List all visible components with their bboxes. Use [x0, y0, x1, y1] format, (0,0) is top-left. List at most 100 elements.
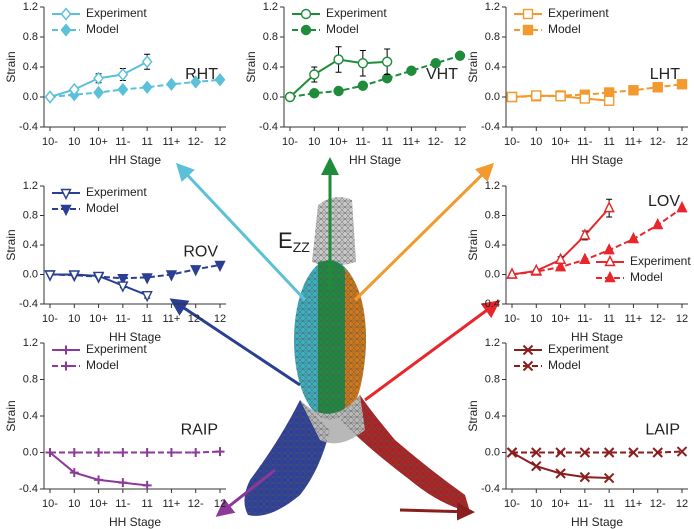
- x-tick-label: 10+: [329, 136, 348, 148]
- y-tick-label: 0.8: [485, 209, 500, 221]
- marker: [93, 71, 104, 85]
- x-axis-label: HH Stage: [109, 153, 161, 167]
- x-tick-label: 12-: [650, 136, 666, 148]
- y-tick-label: 0.0: [485, 91, 500, 103]
- legend-label: Experiment: [548, 342, 609, 356]
- x-tick-label: 11: [603, 136, 614, 148]
- marker: [68, 270, 80, 282]
- y-axis-label: Strain: [4, 229, 18, 260]
- legend-label: Experiment: [326, 6, 387, 20]
- x-tick-label: 10+: [89, 313, 108, 325]
- legend-marker: [61, 361, 71, 371]
- panel-label: LOV: [648, 193, 680, 210]
- chart-panel: -0.4 0.0 0.4 0.8 1.2 10- 10 10+ 11- 11 11+ 12- 12 HH …: [466, 180, 691, 344]
- marker: [579, 447, 591, 458]
- marker: [676, 446, 688, 457]
- marker: [554, 252, 567, 264]
- marker: [333, 54, 344, 65]
- marker: [628, 85, 639, 96]
- x-tick-label: 11+: [625, 313, 643, 325]
- marker: [117, 281, 129, 293]
- marker: [652, 218, 664, 230]
- y-tick-label: -0.4: [481, 483, 500, 495]
- x-tick-label: 12-: [428, 136, 444, 148]
- marker: [555, 91, 566, 102]
- y-tick-label: 0.0: [23, 446, 38, 458]
- marker: [555, 468, 566, 479]
- chart-panel: -0.4 0.0 0.4 0.8 1.2 10- 10 10+ 11- 11 11+ 12- 12 HH …: [4, 337, 226, 529]
- marker: [381, 73, 393, 84]
- x-tick-label: 11+: [163, 313, 181, 325]
- y-tick-label: 0.4: [485, 239, 500, 251]
- marker: [117, 67, 129, 82]
- y-tick-label: 0.0: [485, 446, 500, 458]
- x-tick-label: 11-: [115, 313, 130, 325]
- x-tick-label: 10: [308, 136, 320, 148]
- x-axis-label: HH Stage: [571, 330, 623, 344]
- legend-marker: [604, 270, 616, 283]
- x-tick-label: 10: [68, 498, 80, 510]
- marker: [94, 475, 104, 485]
- y-tick-label: 0.4: [23, 239, 38, 251]
- legend-label: Model: [548, 22, 581, 36]
- legend-marker: [60, 204, 72, 217]
- marker: [430, 58, 441, 69]
- marker: [506, 267, 518, 279]
- legend-marker: [522, 360, 534, 372]
- panel-label: ROV: [183, 244, 218, 261]
- x-tick-label: 12-: [188, 313, 204, 325]
- x-tick-label: 11: [381, 136, 392, 148]
- heart-mesh: EZZ: [169, 157, 501, 521]
- x-axis-label: HH Stage: [349, 153, 401, 167]
- x-tick-label: 11+: [163, 498, 181, 510]
- y-tick-label: 1.2: [23, 180, 38, 192]
- marker: [215, 447, 225, 457]
- chart-panel: -0.4 0.0 0.4 0.8 1.2 10- 10 10+ 11- 11 11+ 12- 12 HH …: [4, 180, 226, 344]
- x-tick-label: 12-: [188, 136, 204, 148]
- marker: [142, 480, 152, 490]
- x-tick-label: 10: [68, 136, 80, 148]
- marker: [69, 448, 79, 457]
- marker: [603, 472, 615, 484]
- y-tick-label: 0.4: [485, 61, 500, 73]
- marker: [531, 90, 542, 101]
- marker: [579, 228, 591, 240]
- marker: [454, 50, 466, 61]
- marker: [333, 85, 344, 97]
- x-axis-label: HH Stage: [571, 515, 623, 529]
- legend-label: Model: [86, 22, 119, 36]
- marker: [506, 447, 518, 458]
- x-tick-label: 10-: [42, 498, 58, 510]
- y-tick-label: 0.8: [23, 31, 38, 43]
- x-tick-label: 11+: [403, 136, 421, 148]
- marker: [118, 448, 128, 457]
- x-tick-label: 10-: [42, 313, 58, 325]
- x-tick-label: 11+: [625, 136, 643, 148]
- x-axis-label: HH Stage: [109, 330, 161, 344]
- x-tick-label: 11: [603, 498, 614, 510]
- legend-label: Experiment: [630, 254, 691, 268]
- y-tick-label: 0.4: [263, 61, 278, 73]
- legend-label: Model: [326, 22, 359, 36]
- legend-label: Experiment: [86, 185, 147, 199]
- panel-label: RAIP: [181, 422, 218, 439]
- legend-label: Model: [630, 270, 663, 284]
- marker: [117, 82, 129, 97]
- marker: [530, 263, 542, 276]
- y-tick-label: 0.8: [23, 209, 38, 221]
- center-label-sub: ZZ: [293, 239, 311, 255]
- legend-marker: [604, 254, 616, 267]
- marker: [627, 232, 640, 244]
- y-tick-label: 0.8: [23, 373, 38, 385]
- x-tick-label: 10: [530, 498, 542, 510]
- x-tick-label: 10-: [282, 136, 298, 148]
- marker: [166, 448, 176, 457]
- chart-panel: -0.4 0.0 0.4 0.8 1.2 10- 10 10+ 11- 11 11+ 12- 12 HH …: [4, 1, 226, 167]
- marker: [603, 447, 615, 458]
- arrows: [169, 157, 501, 521]
- x-axis-label: HH Stage: [571, 153, 623, 167]
- legend-label: Model: [86, 201, 119, 215]
- y-axis-label: Strain: [466, 51, 480, 82]
- x-tick-label: 10+: [551, 498, 570, 510]
